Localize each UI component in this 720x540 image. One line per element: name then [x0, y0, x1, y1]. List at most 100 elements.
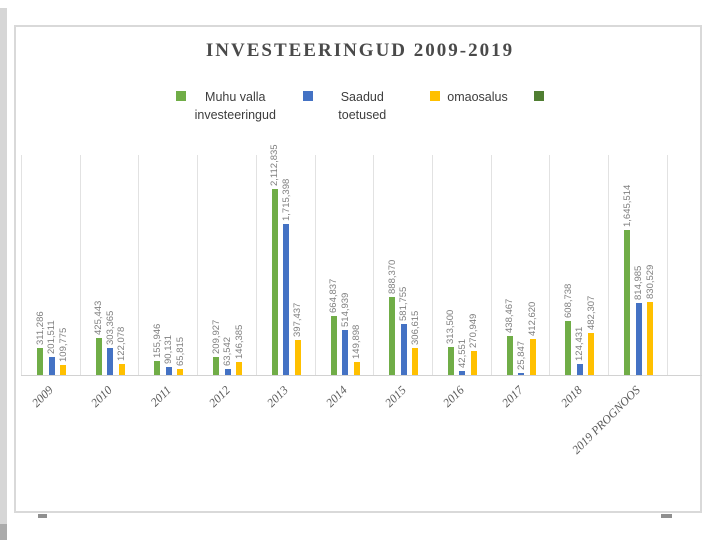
x-axis-tick-label: 2016 — [440, 383, 468, 410]
data-label: 303,365 — [104, 310, 116, 345]
data-label: 149,898 — [351, 324, 362, 359]
legend-item: omaosalus — [430, 88, 508, 106]
bar-2009 — [60, 365, 66, 375]
resize-handle-right[interactable] — [661, 514, 672, 518]
bar-2015 — [400, 324, 407, 375]
plot-area: 311,286 201,511 109,775 425,443 303,365 122,0… — [21, 144, 668, 375]
data-label: 888,370 — [386, 259, 398, 294]
legend-marker-icon — [176, 91, 187, 101]
data-label: 397,437 — [292, 302, 304, 337]
bar-2012 — [224, 369, 231, 375]
legend-label: Muhu valla investeeringud — [194, 90, 276, 123]
data-label: 65,815 — [174, 336, 186, 366]
x-axis-labels: 2009 2010 2011 2012 2013 2014 2015 2016 2017 2018… — [21, 383, 667, 513]
bar-2015 — [412, 348, 419, 375]
data-label: 482,307 — [585, 295, 597, 330]
data-label: 425,443 — [93, 300, 105, 335]
bar-2019-prognoos — [624, 230, 630, 375]
gridline — [549, 155, 551, 375]
data-label: 122,078 — [116, 326, 128, 361]
legend-marker-icon — [533, 91, 544, 101]
data-label: 90,131 — [163, 334, 175, 364]
gridline — [373, 155, 375, 375]
page-edge-strip — [0, 8, 7, 524]
chart-title: INVESTEERINGUD 2009-2019 — [205, 40, 515, 61]
chart-object-frame[interactable] — [14, 25, 702, 513]
data-label: 313,500 — [445, 309, 457, 344]
x-axis-tick-label: 2017 — [499, 383, 526, 410]
gridline — [608, 155, 609, 375]
gridline — [255, 155, 257, 375]
bar-2014 — [342, 330, 348, 375]
data-label: 124,431 — [574, 326, 586, 361]
data-label: 608,738 — [562, 283, 574, 318]
gridline — [314, 155, 316, 375]
bar-2009 — [48, 357, 55, 375]
x-axis-tick-label: 2010 — [88, 383, 116, 410]
bar-2019-prognoos — [647, 302, 653, 375]
data-label: 1,645,514 — [621, 184, 633, 227]
bar-2015 — [389, 297, 396, 375]
gridline — [21, 155, 22, 375]
data-label: 146,385 — [233, 324, 245, 359]
data-label: 412,620 — [527, 301, 539, 336]
bar-2011 — [165, 367, 172, 375]
chart-legend: Muhu valla investeeringud Saadud toetused… — [0, 88, 720, 124]
data-label: 270,949 — [468, 313, 480, 348]
x-axis-tick-label: 2012 — [205, 383, 233, 410]
bar-2012 — [213, 357, 220, 375]
bar-2019-prognoos — [635, 303, 642, 375]
x-axis-tick-label: 2014 — [322, 383, 350, 410]
x-axis-tick-label: 2019 PROGNOOS — [569, 383, 644, 457]
bar-2009 — [37, 348, 43, 375]
bar-2013 — [294, 340, 301, 375]
bar-2014 — [330, 316, 337, 375]
data-label: 209,927 — [210, 319, 222, 354]
data-label: 2,112,835 — [269, 144, 281, 186]
bar-2018 — [588, 333, 595, 375]
gridline — [490, 155, 492, 375]
bar-2017 — [529, 339, 536, 375]
legend-item: Muhu valla investeeringud — [176, 88, 277, 124]
data-label: 201,511 — [46, 320, 57, 354]
bar-2013 — [271, 189, 278, 375]
data-label: 25,847 — [515, 340, 527, 370]
gridline — [431, 155, 433, 375]
bar-2012 — [236, 362, 243, 375]
bar-2018 — [576, 364, 583, 375]
bar-2018 — [565, 321, 572, 375]
bar-2016 — [447, 347, 454, 375]
bar-2010 — [95, 338, 102, 375]
data-label: 814,985 — [633, 265, 644, 300]
gridline — [197, 155, 199, 375]
legend-item — [533, 88, 544, 101]
data-label: 109,775 — [57, 327, 69, 362]
bar-2016 — [470, 351, 477, 375]
gridline — [79, 155, 81, 375]
bar-2014 — [353, 362, 360, 375]
data-label: 581,755 — [398, 286, 410, 321]
bar-2010 — [118, 364, 125, 375]
data-label: 514,939 — [339, 292, 351, 327]
data-label: 155,946 — [151, 323, 163, 358]
bar-2017 — [506, 336, 513, 375]
data-label: 438,467 — [504, 298, 516, 333]
data-label: 664,837 — [328, 278, 339, 313]
data-label: 311,286 — [34, 311, 46, 345]
bar-2016 — [459, 371, 466, 375]
legend-marker-icon — [430, 91, 441, 101]
bar-2011 — [177, 369, 184, 375]
bar-2013 — [283, 224, 290, 375]
resize-handle-left[interactable] — [38, 514, 47, 518]
x-axis-tick-label: 2015 — [381, 383, 409, 410]
data-label: 306,615 — [409, 310, 421, 345]
x-axis-tick-label: 2011 — [147, 383, 174, 410]
gridline — [138, 155, 140, 375]
data-label: 1,715,398 — [280, 178, 292, 221]
bar-2011 — [154, 361, 161, 375]
legend-label: omaosalus — [447, 90, 508, 104]
gridline — [666, 155, 668, 375]
x-axis-tick-label: 2013 — [264, 383, 292, 410]
legend-label: Saadud toetused — [338, 90, 387, 123]
